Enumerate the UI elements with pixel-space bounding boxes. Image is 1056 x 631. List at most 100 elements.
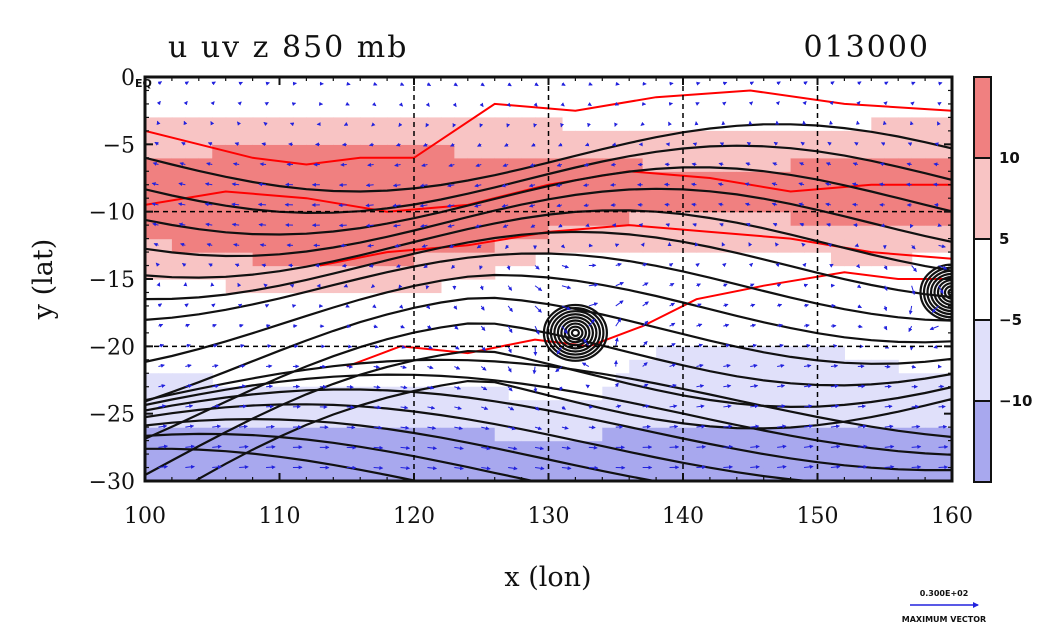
height-contour-ring (570, 328, 581, 338)
wind-vector (610, 162, 616, 167)
wind-vector (212, 364, 219, 368)
wind-vector (370, 283, 376, 289)
wind-vector (642, 282, 649, 287)
wind-vector (289, 283, 295, 288)
chart-title: u uv z 850 mb (168, 30, 408, 65)
wind-vector (184, 303, 189, 308)
wind-vector (803, 384, 813, 389)
wind-vector (156, 100, 161, 106)
wind-vector (532, 366, 537, 375)
wind-vector (480, 325, 486, 331)
wind-vector (427, 446, 438, 451)
wind-vector (452, 123, 457, 128)
wind-vector (776, 303, 783, 308)
wind-vector (851, 182, 858, 187)
wind-vector (400, 445, 411, 450)
wind-vector (394, 243, 401, 248)
wind-vector (400, 385, 408, 390)
wind-vector (830, 444, 841, 449)
vector-reference: 0.300E+02 MAXIMUM VECTOR (902, 589, 986, 624)
wind-vector (179, 162, 186, 166)
wind-vector (507, 285, 513, 291)
wind-vector (827, 243, 833, 248)
wind-vector (723, 444, 733, 449)
wind-vector (801, 242, 806, 247)
wind-vector (748, 242, 753, 247)
wind-vector (911, 285, 916, 295)
wind-vector (883, 325, 888, 331)
y-tick-label: 0 (121, 66, 135, 91)
wind-vector (263, 122, 268, 127)
wind-vector (777, 363, 785, 368)
wind-vector (212, 404, 221, 409)
wind-vector (234, 263, 240, 268)
wind-vector (185, 424, 195, 429)
wind-vector (427, 324, 432, 329)
wind-vector (533, 386, 538, 393)
wind-vector (910, 101, 915, 106)
wind-vector (692, 223, 697, 227)
wind-vector (156, 282, 161, 287)
wind-vector (825, 162, 832, 166)
y-tick-label: −5 (103, 133, 135, 158)
wind-vector (880, 142, 886, 146)
wind-vector (479, 102, 484, 108)
wind-vector (398, 284, 403, 289)
wind-vector (856, 284, 862, 289)
wind-vector (857, 464, 868, 469)
wind-vector (723, 465, 733, 470)
colorbar-segment (973, 400, 992, 483)
wind-vector (857, 81, 862, 86)
wind-vector (204, 182, 213, 187)
wind-vector (373, 385, 381, 390)
wind-vector (181, 263, 187, 268)
wind-vector (798, 202, 805, 207)
wind-vector (561, 264, 570, 269)
wind-vector (719, 223, 724, 227)
height-contour-ring (556, 316, 595, 350)
wind-vector (719, 142, 725, 147)
wind-vector (614, 382, 619, 388)
wind-vector (669, 282, 675, 287)
wind-vector (585, 384, 590, 389)
wind-vector (373, 364, 381, 369)
wind-vector (938, 285, 944, 295)
wind-vector (750, 444, 760, 449)
wind-vector (531, 142, 536, 147)
wind-vector (559, 386, 564, 392)
wind-vector (696, 283, 702, 288)
wind-vector (368, 263, 374, 268)
wind-vector (668, 121, 672, 127)
wind-vector (803, 81, 808, 86)
wind-vector (690, 182, 697, 187)
wind-vector (931, 305, 939, 313)
wind-vector (474, 224, 482, 228)
x-tick-label: 140 (662, 504, 704, 529)
wind-vector (234, 142, 240, 147)
wind-vector (261, 142, 267, 147)
wind-vector (365, 203, 374, 208)
wind-vector (830, 364, 839, 369)
wind-vector (398, 102, 404, 107)
wind-vector (800, 141, 805, 146)
wind-vector (883, 101, 888, 106)
wind-vector (183, 100, 188, 106)
wind-vector (372, 102, 377, 107)
wind-vector (367, 162, 374, 167)
wind-vector (722, 81, 728, 86)
positive-contour-line (145, 89, 952, 166)
wind-vector (508, 426, 516, 431)
wind-vector (642, 320, 649, 327)
wind-vector (722, 263, 727, 268)
wind-vector (556, 163, 563, 167)
wind-vector (395, 142, 401, 147)
wind-vector (802, 262, 807, 268)
wind-vector (238, 81, 243, 86)
colorbar-segment (973, 238, 992, 321)
wind-vector (614, 101, 620, 106)
wind-vector (158, 323, 164, 328)
wind-vector (588, 445, 598, 450)
wind-vector (212, 464, 222, 469)
wind-vector (177, 202, 186, 207)
wind-vector (777, 464, 787, 469)
